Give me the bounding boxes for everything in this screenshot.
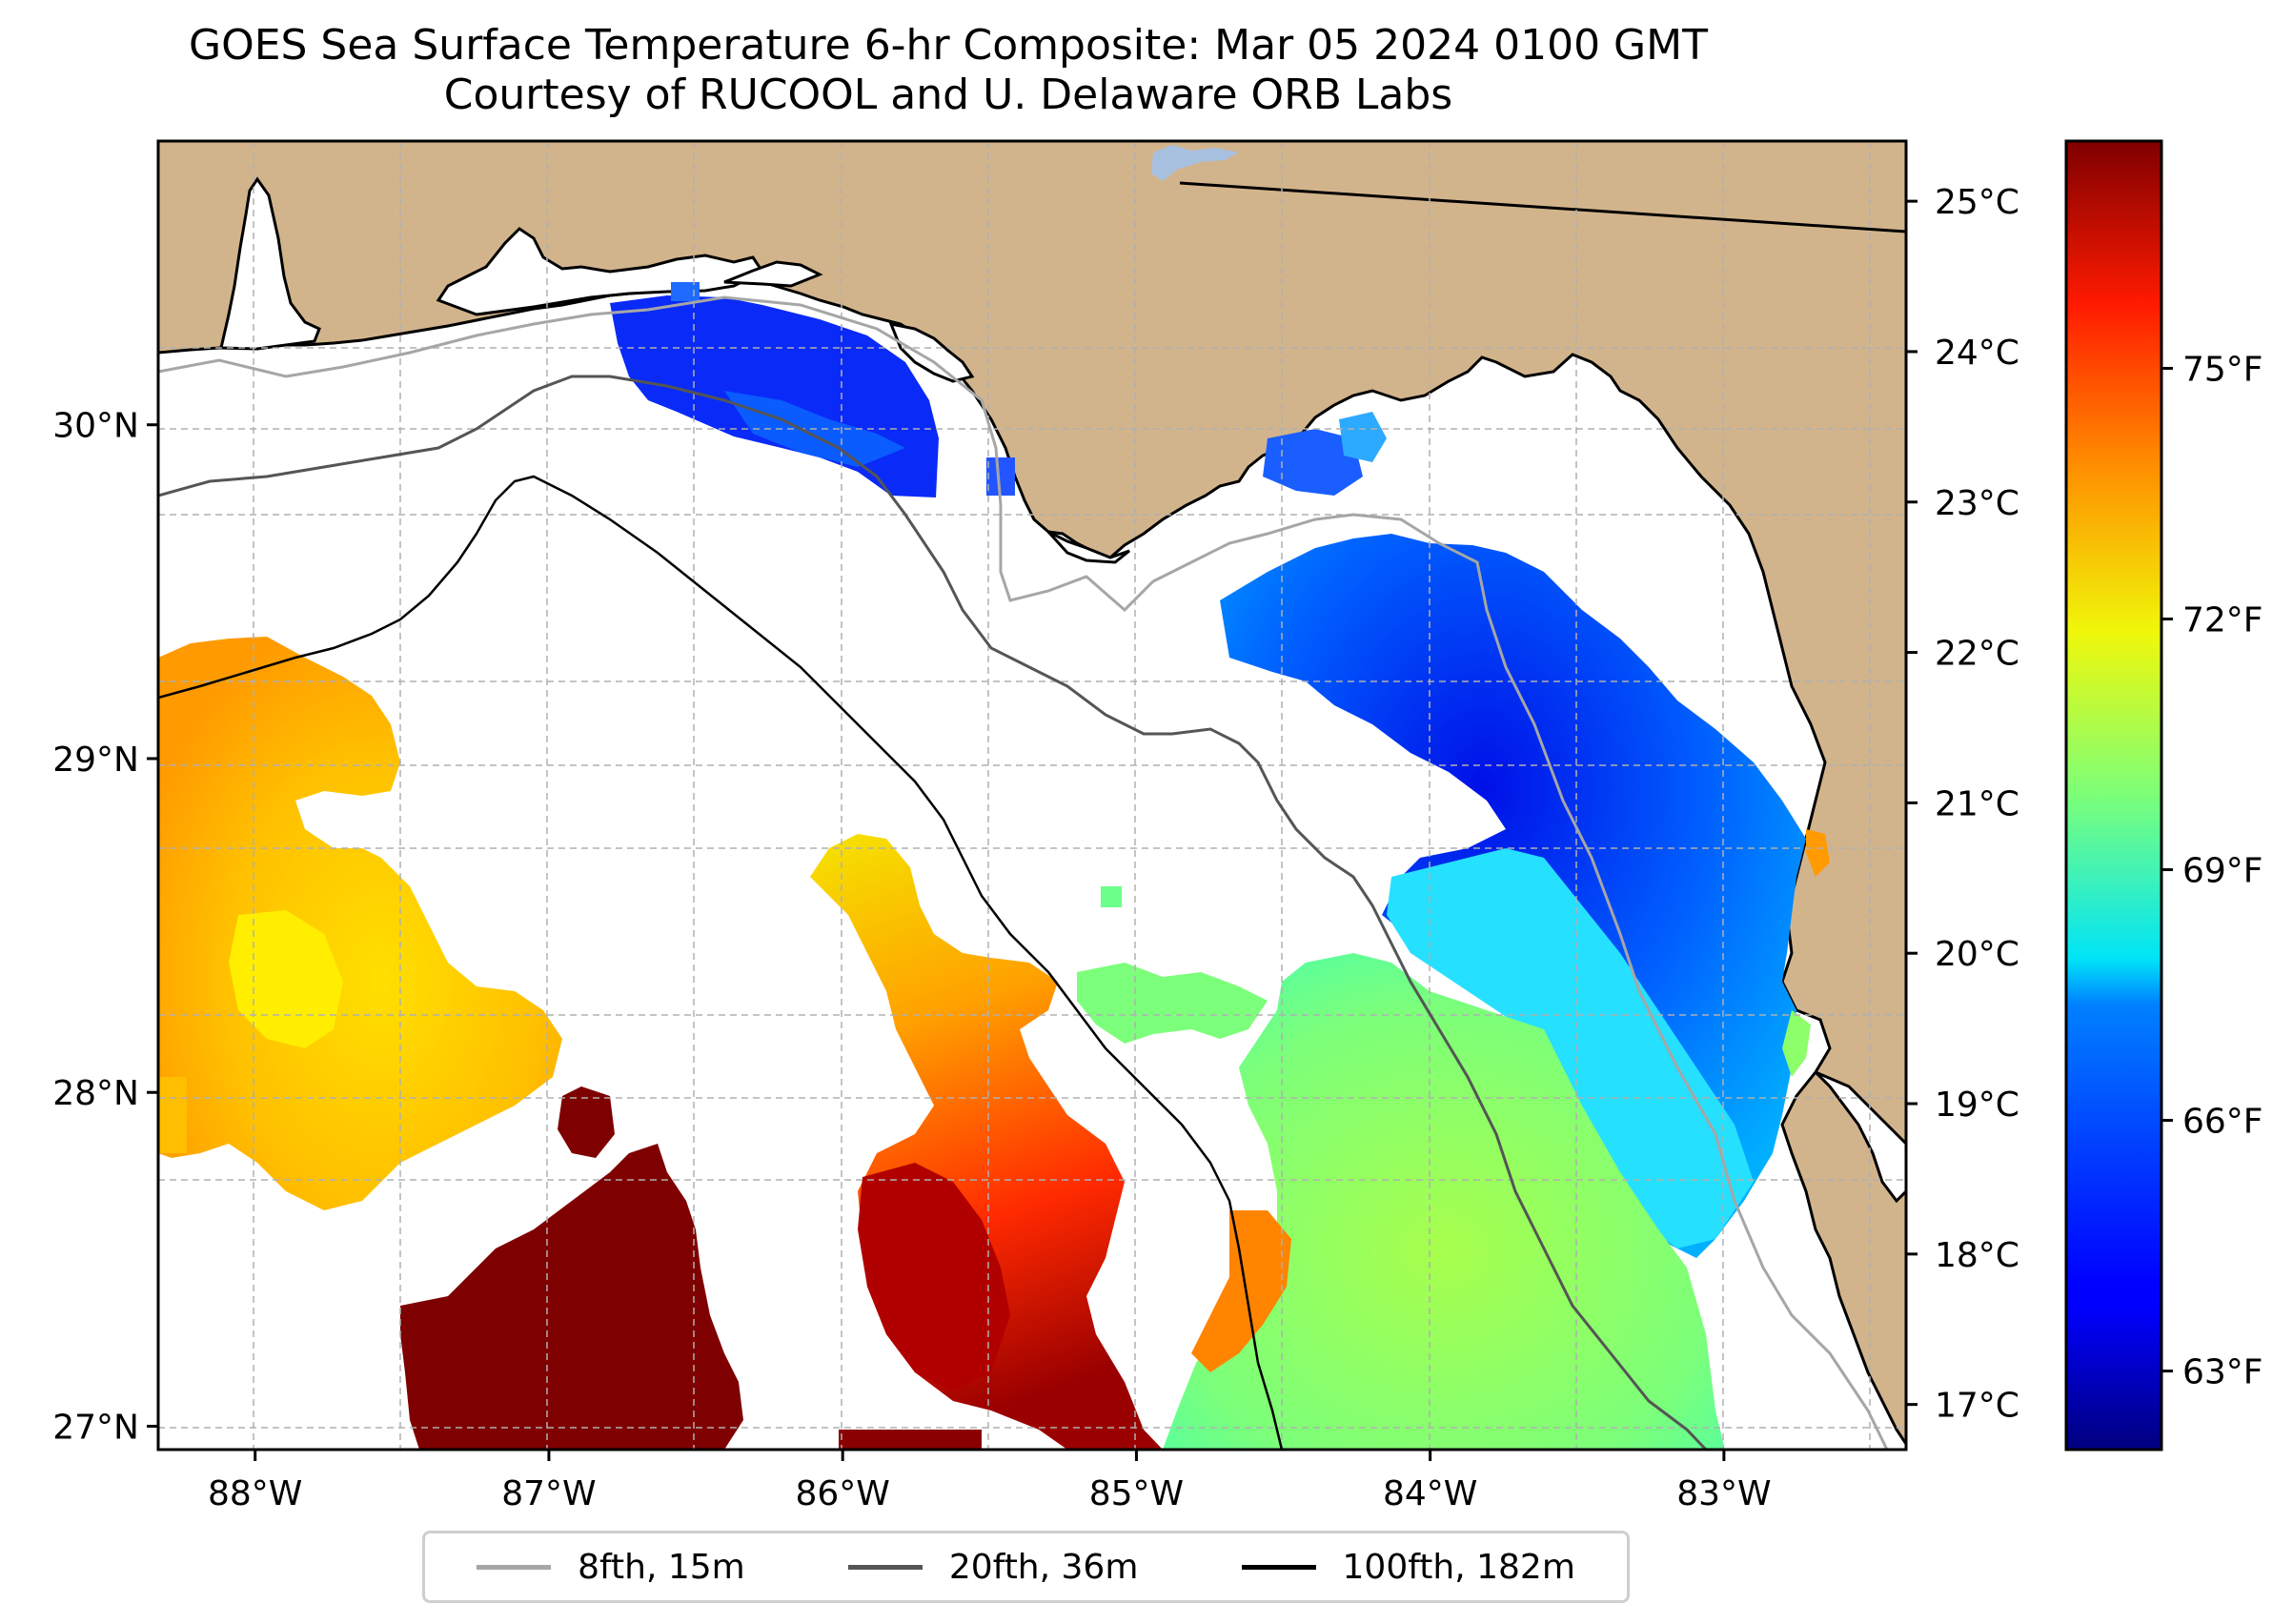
title-line-1: GOES Sea Surface Temperature 6-hr Compos…	[188, 21, 1708, 70]
legend-swatch-8fth	[477, 1564, 552, 1570]
celsius-tick-label: 18°C	[1935, 1236, 2019, 1275]
map-gridlines	[158, 141, 1906, 1450]
lon-axis: 88°W 87°W 86°W 85°W 84°W 83°W	[208, 1450, 1772, 1513]
legend-label-8fth: 8fth, 15m	[578, 1547, 745, 1587]
fahrenheit-tick-label: 63°F	[2182, 1353, 2263, 1392]
celsius-tick-label: 23°C	[1935, 484, 2019, 523]
legend-item-100fth: 100fth, 182m	[1241, 1547, 1575, 1587]
legend-item-8fth: 8fth, 15m	[477, 1548, 745, 1587]
legend-swatch-20fth	[847, 1564, 923, 1570]
fahrenheit-tick-label: 66°F	[2182, 1103, 2263, 1142]
colorbar-fahrenheit-axis: 63°F 66°F 69°F 72°F 75°F	[2161, 350, 2263, 1392]
inland-lake	[1151, 145, 1239, 181]
isobath-100fth	[158, 475, 1284, 1450]
st-andrews-bay	[888, 321, 975, 383]
map-border	[156, 139, 1908, 1451]
celsius-tick-label: 21°C	[1935, 784, 2019, 823]
chart-title: GOES Sea Surface Temperature 6-hr Compos…	[0, 21, 1897, 120]
legend-label-20fth: 20fth, 36m	[948, 1547, 1139, 1587]
lat-tick-label: 29°N	[52, 741, 139, 780]
state-border-line	[1179, 181, 1906, 233]
isobath-20fth	[158, 375, 1708, 1450]
fahrenheit-tick-label: 75°F	[2182, 350, 2263, 389]
fahrenheit-tick-label: 72°F	[2182, 601, 2263, 640]
tampa-bay	[1814, 1070, 1906, 1204]
sst-field	[158, 282, 1830, 1450]
title-line-2: Courtesy of RUCOOL and U. Delaware ORB L…	[443, 71, 1453, 119]
lat-tick-label: 27°N	[52, 1408, 139, 1447]
lat-tick-label: 30°N	[52, 407, 139, 446]
fahrenheit-tick-label: 69°F	[2182, 852, 2263, 891]
lon-tick-label: 83°W	[1676, 1474, 1771, 1513]
lon-tick-label: 85°W	[1089, 1474, 1184, 1513]
celsius-tick-label: 19°C	[1935, 1086, 2019, 1125]
legend-swatch-100fth	[1241, 1564, 1316, 1570]
celsius-tick-label: 20°C	[1935, 935, 2019, 974]
mobile-bay	[219, 176, 321, 351]
celsius-tick-label: 22°C	[1935, 635, 2019, 674]
apalachicola-bay	[1046, 530, 1130, 564]
choctawhatchee-bay	[723, 260, 823, 288]
celsius-tick-label: 17°C	[1935, 1387, 2019, 1426]
lat-tick-label: 28°N	[52, 1074, 139, 1113]
isobath-legend: 8fth, 15m 20fth, 36m 100fth, 182m	[422, 1531, 1630, 1603]
colorbar	[2064, 139, 2163, 1451]
colorbar-celsius-axis: 17°C 18°C 19°C 20°C 21°C 22°C 23°C 24°C 25°C	[1906, 183, 2019, 1426]
legend-label-100fth: 100fth, 182m	[1342, 1547, 1575, 1587]
celsius-tick-label: 25°C	[1935, 183, 2019, 222]
lon-tick-label: 87°W	[501, 1474, 596, 1513]
lon-tick-label: 88°W	[208, 1474, 302, 1513]
celsius-tick-label: 24°C	[1935, 334, 2019, 373]
isobath-8fth	[158, 295, 1889, 1450]
lon-tick-label: 86°W	[795, 1474, 889, 1513]
legend-item-20fth: 20fth, 36m	[847, 1547, 1139, 1587]
pensacola-bay	[436, 227, 765, 316]
lat-axis: 27°N 28°N 29°N 30°N	[52, 407, 158, 1447]
lon-tick-label: 84°W	[1383, 1474, 1477, 1513]
